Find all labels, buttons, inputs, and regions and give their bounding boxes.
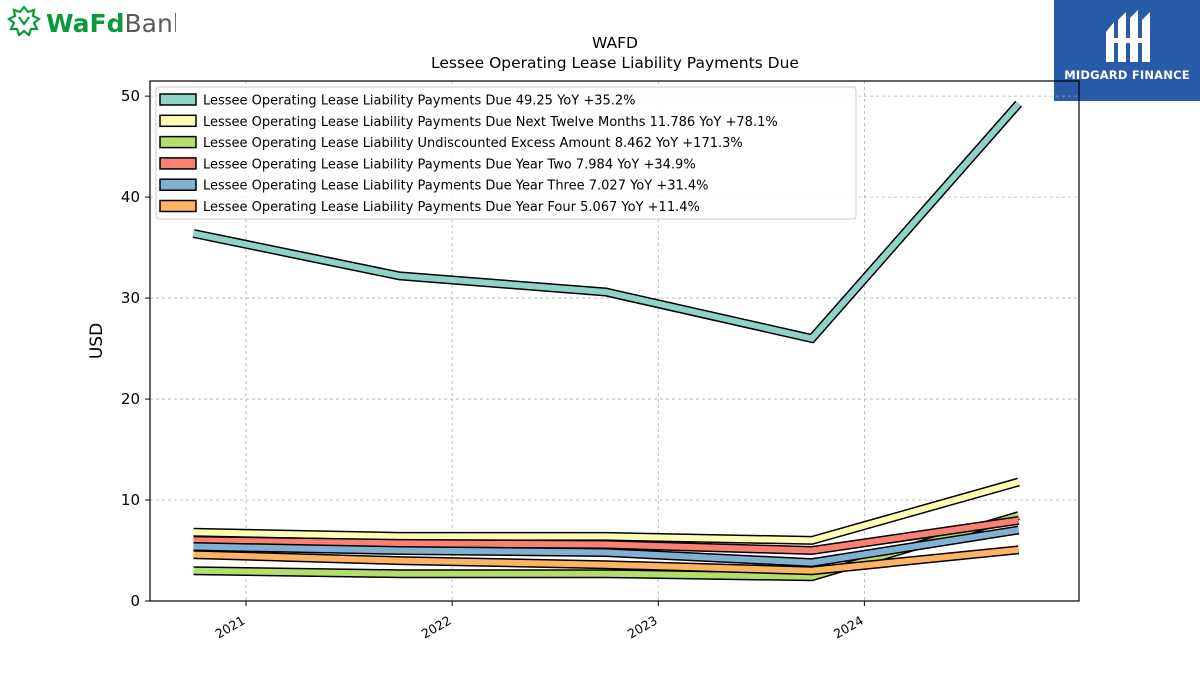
y-tick-label: 20: [121, 390, 140, 408]
wafd-logo-text: WaFdBank: [46, 9, 176, 38]
legend-swatch: [159, 157, 197, 170]
chart-subtitle: Lessee Operating Lease Liability Payment…: [431, 54, 799, 72]
x-tick-label: 2024: [831, 613, 866, 642]
wafd-logo-light: Bank: [125, 9, 176, 38]
legend-swatch: [159, 178, 197, 191]
legend-swatch: [159, 114, 197, 128]
series-line: [193, 527, 1020, 566]
series-lines: [192, 100, 1022, 582]
x-tick-label: 2021: [212, 613, 247, 642]
legend: Lessee Operating Lease Liability Payment…: [155, 86, 857, 220]
legend-entry: Lessee Operating Lease Liability Payment…: [203, 200, 700, 215]
legend-swatch: [159, 93, 197, 106]
midgard-logo-text: MIDGARD FINANCE: [1064, 68, 1190, 82]
series-line: [193, 517, 1020, 554]
series-line: [193, 546, 1019, 574]
legend-entry: Lessee Operating Lease Liability Undisco…: [203, 136, 743, 151]
midgard-logo-icon: [1106, 10, 1150, 62]
x-axis-ticks: 2021 2022 2023 2024: [212, 601, 866, 642]
series-line: [192, 101, 1021, 342]
y-tick-label: 10: [121, 491, 140, 509]
legend-entry: Lessee Operating Lease Liability Payment…: [203, 94, 636, 109]
plot-frame: [149, 80, 1080, 602]
legend-entry: Lessee Operating Lease Liability Payment…: [203, 179, 709, 194]
wafd-bank-logo: WaFdBank: [6, 5, 176, 38]
x-tick-label: 2022: [419, 613, 454, 642]
wafd-logo-bold: WaFd: [46, 9, 125, 38]
y-tick-label: 50: [121, 87, 140, 105]
y-axis-ticks: 0 10 20 30 40 50: [121, 87, 150, 610]
series-line: [193, 479, 1020, 544]
series-line: [193, 512, 1020, 580]
legend-swatch: [159, 135, 197, 149]
y-tick-label: 40: [121, 188, 140, 206]
legend-swatch: [159, 199, 197, 213]
legend-entry: Lessee Operating Lease Liability Payment…: [203, 157, 696, 172]
midgard-finance-logo: MIDGARD FINANCE: [1054, 0, 1200, 101]
chart-title: WAFD: [592, 34, 638, 52]
legend-box: [155, 86, 857, 220]
y-tick-label: 0: [130, 592, 140, 610]
y-axis-label: USD: [87, 323, 107, 359]
legend-entry: Lessee Operating Lease Liability Payment…: [203, 115, 778, 130]
wafd-logo-icon: [6, 5, 42, 37]
y-tick-label: 30: [121, 289, 140, 307]
series-line-outline: [193, 477, 1020, 545]
x-tick-label: 2023: [625, 613, 660, 642]
